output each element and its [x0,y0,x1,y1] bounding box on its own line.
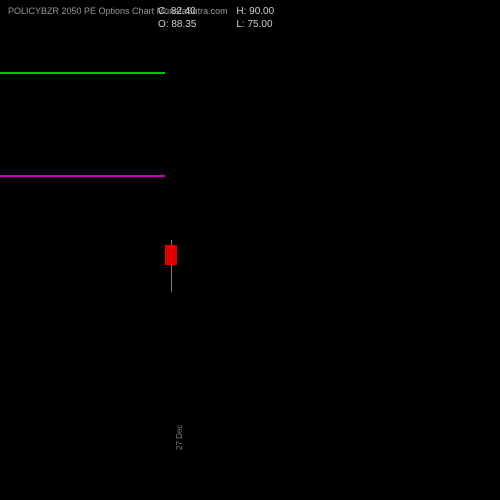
green-line [0,72,165,74]
x-axis-label: 27 Dec [175,425,184,450]
magenta-line [0,175,165,177]
low-value: L: 75.00 [236,19,274,30]
open-value: O: 88.35 [158,19,196,30]
options-chart: POLICYBZR 2050 PE Options Chart MunafaSu… [0,0,500,500]
ohlc-readout: C: 82.40 O: 88.35 H: 90.00 L: 75.00 [158,6,274,30]
close-value: C: 82.40 [158,6,196,17]
high-value: H: 90.00 [236,6,274,17]
candle-1-body [165,245,177,265]
